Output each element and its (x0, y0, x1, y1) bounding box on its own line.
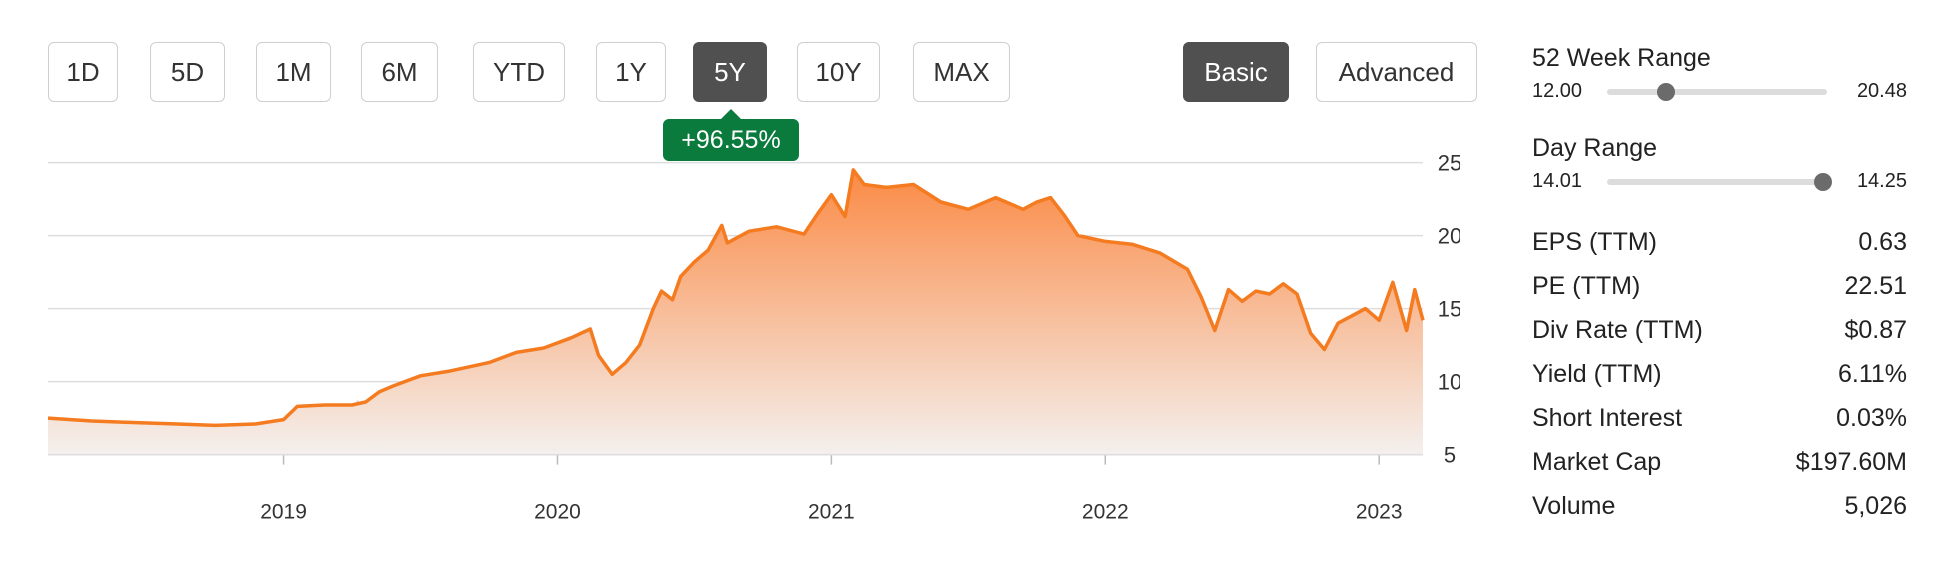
stat-label: Div Rate (TTM) (1532, 316, 1703, 344)
x-tick-label: 2022 (1082, 501, 1129, 520)
week52-range-title: 52 Week Range (1532, 44, 1711, 72)
range-button-max[interactable]: MAX (913, 42, 1010, 102)
price-area (48, 169, 1423, 455)
stat-row-eps-ttm: EPS (TTM) 0.63 (1532, 220, 1907, 264)
range-button-1m[interactable]: 1M (256, 42, 331, 102)
range-selector: 1D 5D 1M 6M YTD 1Y 5Y 10Y MAX Basic Advanced (48, 42, 1488, 104)
y-tick-label: 5 (1444, 443, 1456, 468)
basic-mode-button[interactable]: Basic (1183, 42, 1289, 102)
day-range-title: Day Range (1532, 134, 1658, 162)
range-button-ytd[interactable]: YTD (473, 42, 565, 102)
week52-range-high: 20.48 (1856, 80, 1907, 102)
stat-row-pe-ttm: PE (TTM) 22.51 (1532, 264, 1907, 308)
day-range-marker (1813, 173, 1832, 191)
week52-range-track (1607, 83, 1827, 101)
stat-value: 0.03% (1836, 404, 1907, 432)
stat-label: Market Cap (1532, 448, 1662, 476)
stat-row-yield-ttm: Yield (TTM) 6.11% (1532, 352, 1907, 396)
advanced-mode-button[interactable]: Advanced (1316, 42, 1477, 102)
day-range-low: 14.01 (1532, 170, 1583, 192)
x-tick-label: 2020 (534, 501, 581, 520)
stat-value: 0.63 (1858, 228, 1907, 256)
day-range: Day Range 14.01 14.25 (1532, 130, 1907, 220)
week52-range: 52 Week Range 12.00 20.48 (1532, 40, 1907, 130)
price-chart: 5 10 15 20 25 2019 2020 2021 2022 2023 (47, 151, 1460, 520)
y-tick-label: 25 (1438, 151, 1460, 176)
stat-row-short-interest: Short Interest 0.03% (1532, 396, 1907, 440)
y-tick-label: 15 (1438, 297, 1460, 322)
change-badge: +96.55% (663, 109, 799, 161)
stat-value: $197.60M (1795, 448, 1907, 476)
range-button-10y[interactable]: 10Y (797, 42, 880, 102)
stat-value: $0.87 (1844, 316, 1907, 344)
stat-label: Short Interest (1532, 404, 1683, 432)
range-button-5y[interactable]: 5Y (693, 42, 767, 102)
stat-label: PE (TTM) (1532, 272, 1641, 300)
stat-value: 6.11% (1837, 360, 1907, 388)
stat-label: EPS (TTM) (1532, 228, 1657, 256)
stat-label: Yield (TTM) (1532, 360, 1662, 388)
y-tick-label: 20 (1438, 224, 1460, 249)
y-tick-label: 10 (1438, 370, 1460, 395)
x-tick-label: 2021 (808, 501, 855, 520)
day-range-high: 14.25 (1856, 170, 1907, 192)
range-button-6m[interactable]: 6M (361, 42, 438, 102)
x-tick-label: 2019 (260, 501, 307, 520)
stat-row-market-cap: Market Cap $197.60M (1532, 440, 1907, 484)
stats-panel: 52 Week Range 12.00 20.48 Day Range 14.0… (1532, 40, 1907, 528)
week52-range-low: 12.00 (1532, 80, 1583, 102)
range-button-5d[interactable]: 5D (150, 42, 225, 102)
stat-value: 5,026 (1844, 492, 1907, 520)
stat-row-div-rate-ttm: Div Rate (TTM) $0.87 (1532, 308, 1907, 352)
day-range-track (1607, 173, 1832, 191)
week52-range-marker (1657, 83, 1676, 101)
range-button-1d[interactable]: 1D (48, 42, 118, 102)
price-line (47, 168, 1425, 428)
stat-label: Volume (1532, 492, 1616, 520)
x-tick-label: 2023 (1356, 501, 1403, 520)
stat-row-volume: Volume 5,026 (1532, 484, 1907, 528)
range-button-1y[interactable]: 1Y (596, 42, 666, 102)
stat-value: 22.51 (1844, 272, 1907, 300)
stat-list: EPS (TTM) 0.63 PE (TTM) 22.51 Div Rate (TTM)… (1532, 220, 1907, 528)
